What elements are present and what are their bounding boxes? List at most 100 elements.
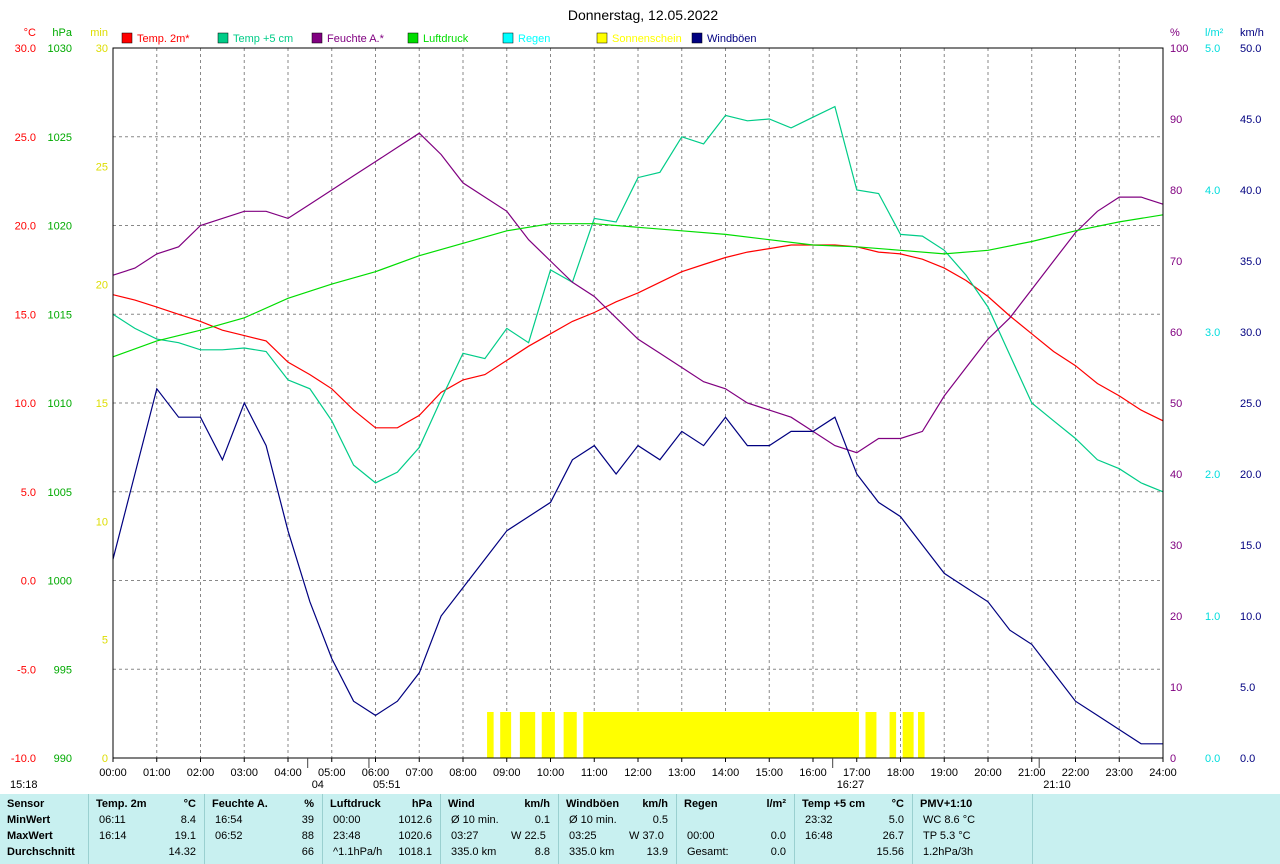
wind-tick-label: 45.0	[1240, 114, 1261, 126]
legend-label: Temp +5 cm	[233, 33, 293, 45]
sunshine-bar	[583, 712, 859, 758]
stats-column: Wind km/h Ø 10 min. 0.1 03:27 W 22.5 335.0 km 8…	[441, 794, 559, 864]
rain-tick-label: 4.0	[1205, 185, 1220, 197]
stats-row: 14.32	[89, 846, 204, 862]
sun-tick-label: 15	[96, 398, 108, 410]
wind-tick-label: 10.0	[1240, 611, 1261, 623]
x-tick-label: 22:00	[1062, 767, 1090, 779]
chart-title: Donnerstag, 12.05.2022	[568, 7, 718, 23]
stats-column-unit: %	[304, 798, 314, 810]
stats-cell: W 37.0	[629, 830, 664, 842]
wind-tick-label-unit: km/h	[1240, 27, 1264, 39]
x-tick-label: 05:00	[318, 767, 346, 779]
legend-label: Windböen	[707, 33, 757, 45]
stats-row: ^1.1hPa/h 1018.1	[323, 846, 440, 862]
stats-cell: ^1.1hPa/h	[333, 846, 383, 858]
legend-label: Feuchte A.*	[327, 33, 385, 45]
stats-cell: 06:11	[99, 814, 126, 826]
series-line	[112, 132, 1164, 454]
x-tick-label: 02:00	[187, 767, 215, 779]
stats-row: 335.0 km 8.8	[441, 846, 558, 862]
stats-column: Regen l/m² 00:00 0.0 Gesamt: 0.0	[677, 794, 795, 864]
sunshine-bar	[487, 712, 494, 758]
stats-cell: 06:52	[215, 830, 243, 842]
x-tick-label: 20:00	[974, 767, 1002, 779]
legend-label: Temp. 2m*	[137, 33, 190, 45]
stats-cell: Gesamt:	[687, 846, 729, 858]
stats-cell: W 22.5	[511, 830, 546, 842]
temp-tick-label: 10.0	[15, 398, 36, 410]
temp-tick-label: 30.0	[15, 43, 36, 55]
legend-label: Sonnenschein	[612, 33, 682, 45]
stats-cell: WC 8.6 °C	[923, 814, 976, 826]
sunshine-bar	[902, 712, 914, 758]
pressure-tick-label-unit: hPa	[52, 27, 72, 39]
humidity-tick-label: 90	[1170, 114, 1182, 126]
stats-column: Temp. 2m °C 06:11 8.4 16:14 19.1 14.32	[89, 794, 205, 864]
wind-tick-label: 15.0	[1240, 540, 1261, 552]
stats-row: WC 8.6 °C	[913, 814, 1032, 830]
legend-swatch	[596, 32, 608, 44]
wind-tick-label: 50.0	[1240, 43, 1261, 55]
stats-column-unit: hPa	[411, 798, 432, 810]
pressure-tick-label: 1010	[48, 398, 72, 410]
legend-swatch	[407, 32, 419, 44]
rain-tick-label: 1.0	[1205, 611, 1220, 623]
x-tick-label: 21:00	[1018, 767, 1046, 779]
stats-cell: 335.0 km	[569, 846, 615, 858]
sunshine-bar	[500, 712, 512, 758]
stats-column: Sensor MinWert MaxWert Durchschnitt	[0, 794, 89, 864]
stats-column-title: Luftdruck	[330, 798, 381, 810]
wind-tick-label: 0.0	[1240, 753, 1255, 765]
stats-cell: 88	[301, 830, 314, 842]
stats-row: 1.2hPa/3h	[913, 846, 1032, 862]
stats-row: 16:48 26.7	[795, 830, 912, 846]
stats-row: 23:32 5.0	[795, 814, 912, 830]
stats-cell: MaxWert	[7, 830, 53, 842]
stats-cell: MinWert	[7, 814, 51, 826]
humidity-tick-label: 70	[1170, 256, 1182, 268]
stats-cell: 1012.6	[398, 814, 432, 826]
stats-row: MaxWert	[0, 830, 88, 846]
stats-cell: 19.1	[174, 830, 196, 842]
stats-row: 15.56	[795, 846, 912, 862]
stats-column-unit: °C	[183, 798, 196, 810]
stats-cell: 16:48	[805, 830, 833, 842]
stats-cell: 23:32	[805, 814, 833, 826]
humidity-tick-label-unit: %	[1170, 27, 1180, 39]
sunshine-bar	[889, 712, 897, 758]
stats-cell: 03:25	[569, 830, 597, 842]
series-line	[112, 387, 1163, 745]
stats-cell: 1020.6	[398, 830, 432, 842]
stats-cell: Ø 10 min.	[451, 814, 499, 826]
stats-cell: 5.0	[888, 814, 904, 826]
x-tick-label: 04:00	[274, 767, 302, 779]
stats-column-title: PMV+1:10	[920, 798, 973, 810]
stats-row: 16:54 39	[205, 814, 322, 830]
pressure-tick-label: 995	[54, 664, 72, 676]
x-tick-label: 23:00	[1105, 767, 1133, 779]
stats-row	[677, 814, 794, 830]
stats-row: Gesamt: 0.0	[677, 846, 794, 862]
x-tick-label: 12:00	[624, 767, 652, 779]
stats-cell: 0.5	[652, 814, 668, 826]
x-tick-label: 00:00	[99, 767, 127, 779]
x-tick-label: 09:00	[493, 767, 521, 779]
x-tick-label: 06:00	[362, 767, 390, 779]
time-markers: 04 05:51 16:27 21:10 15:18	[10, 758, 1071, 791]
stats-column-unit: °C	[891, 798, 904, 810]
legend-swatch	[311, 32, 323, 44]
humidity-tick-label: 10	[1170, 682, 1182, 694]
rain-tick-label: 3.0	[1205, 327, 1220, 339]
wind-tick-label: 40.0	[1240, 185, 1261, 197]
series-lines	[112, 105, 1164, 745]
rain-tick-label: 5.0	[1205, 43, 1220, 55]
time-marker-label: 04	[312, 779, 324, 791]
stats-cell: 0.0	[770, 846, 786, 858]
humidity-tick-label: 20	[1170, 611, 1182, 623]
x-tick-label: 17:00	[843, 767, 871, 779]
x-tick-label: 15:00	[755, 767, 783, 779]
x-tick-label: 07:00	[405, 767, 433, 779]
humidity-tick-label: 0	[1170, 753, 1176, 765]
stats-column-title: Regen	[684, 798, 718, 810]
